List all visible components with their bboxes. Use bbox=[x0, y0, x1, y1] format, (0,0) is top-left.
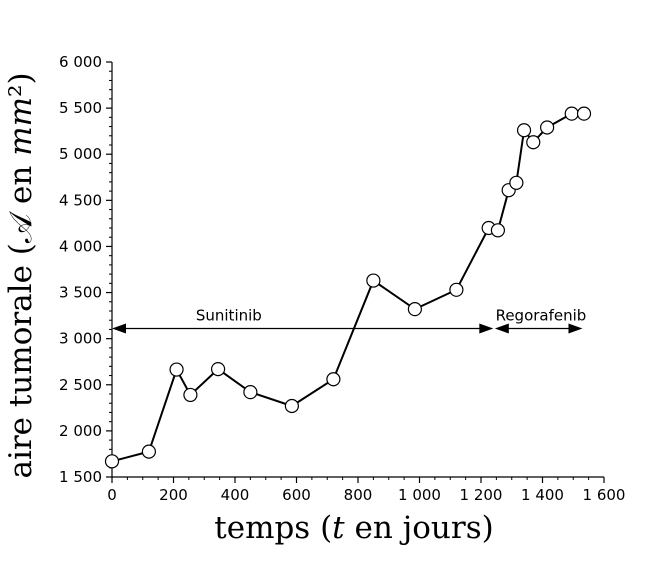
x-tick-label: 1 200 bbox=[460, 486, 503, 504]
data-point bbox=[326, 372, 341, 387]
x-tick-label: 200 bbox=[159, 486, 188, 504]
data-point bbox=[243, 385, 258, 400]
x-tick-label: 600 bbox=[282, 486, 311, 504]
data-point bbox=[104, 454, 120, 469]
data-point bbox=[576, 106, 592, 121]
data-point bbox=[509, 175, 524, 190]
x-axis: 0 200 400 600 800 1 000 1 200 1 400 1 600 bbox=[107, 476, 626, 504]
data-point bbox=[449, 282, 464, 297]
x-axis-title: temps (𝑡 en jours) bbox=[214, 510, 493, 546]
annotation-arrow-head-left bbox=[494, 323, 509, 334]
data-point bbox=[564, 106, 579, 121]
annotation-arrow-head-left bbox=[112, 323, 126, 334]
data-point bbox=[366, 273, 381, 288]
y-tick-label: 4 000 bbox=[59, 237, 102, 255]
data-point bbox=[169, 362, 184, 377]
data-point bbox=[407, 302, 422, 317]
y-tick-label: 4 500 bbox=[59, 191, 102, 209]
annotation-arrow-head-right bbox=[479, 323, 494, 334]
y-tick-label: 6 000 bbox=[59, 53, 102, 71]
y-tick-label: 3 000 bbox=[59, 330, 102, 348]
y-axis-title: aire tumorale (𝒜 en 𝑚𝑚²) bbox=[3, 72, 39, 478]
treatment-annotations: Sunitinib Regorafenib bbox=[112, 307, 586, 334]
annotation-arrow-head-right bbox=[568, 323, 583, 334]
data-point bbox=[284, 398, 299, 414]
y-tick-label: 3 500 bbox=[59, 284, 102, 302]
y-tick-label: 5 000 bbox=[59, 145, 102, 163]
data-point bbox=[516, 123, 532, 138]
x-tick-label: 0 bbox=[107, 486, 117, 504]
data-point bbox=[490, 223, 506, 238]
data-point bbox=[141, 444, 156, 459]
data-point bbox=[183, 387, 198, 403]
x-tick-label: 800 bbox=[344, 486, 373, 504]
data-point bbox=[210, 362, 226, 377]
series-line bbox=[111, 112, 585, 463]
y-tick-label: 5 500 bbox=[59, 99, 102, 117]
data-series bbox=[104, 106, 592, 469]
x-tick-label: 1 600 bbox=[583, 486, 626, 504]
data-point bbox=[526, 135, 541, 150]
annotation-label: Regorafenib bbox=[496, 307, 587, 325]
x-tick-label: 1 400 bbox=[521, 486, 564, 504]
x-tick-label: 400 bbox=[221, 486, 250, 504]
data-point bbox=[540, 120, 555, 135]
y-tick-label: 1 500 bbox=[59, 468, 102, 486]
y-axis: 1 500 2 000 2 500 3 000 3 500 4 000 4 500 5 000… bbox=[59, 53, 113, 486]
y-tick-label: 2 000 bbox=[59, 422, 102, 440]
annotation-label: Sunitinib bbox=[196, 307, 262, 325]
y-tick-label: 2 500 bbox=[59, 376, 102, 394]
x-tick-label: 1 000 bbox=[398, 486, 441, 504]
